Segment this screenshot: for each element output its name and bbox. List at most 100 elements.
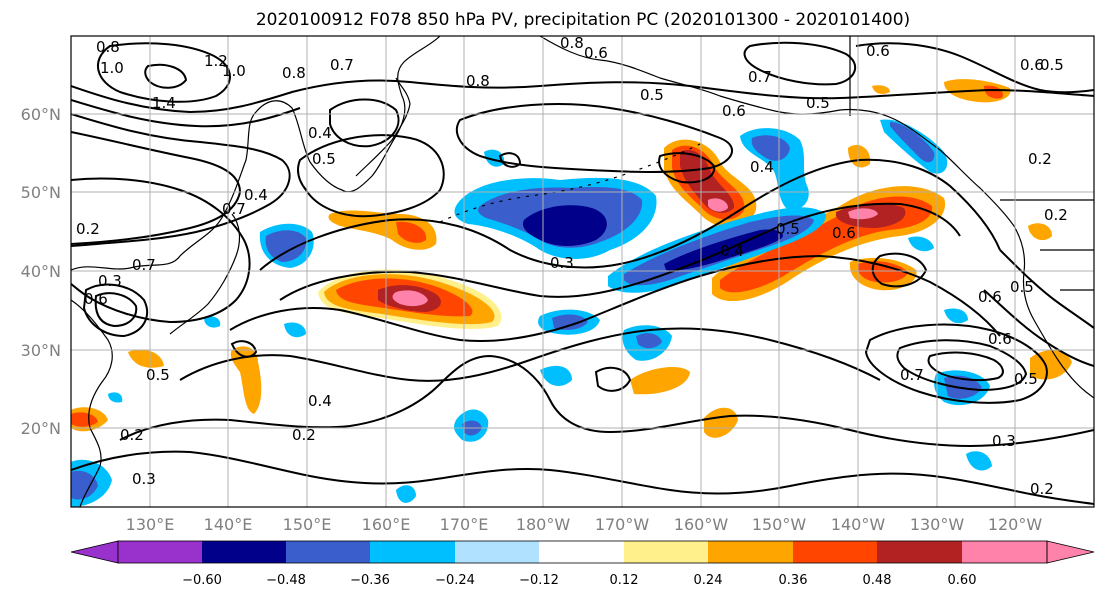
contour-label: 0.3 [992, 432, 1016, 450]
pv-contour-line [999, 249, 1094, 329]
contour-label: 0.5 [1010, 278, 1034, 296]
pv-contour-line [71, 450, 1094, 505]
contour-label: 0.2 [1044, 206, 1068, 224]
precip-positive-region [392, 290, 428, 307]
precip-positive-region [1028, 223, 1052, 241]
coastline-kamchatka [355, 77, 411, 177]
pv-contour-line [71, 177, 251, 324]
latitude-labels: 60°N 50°N 40°N 30°N 20°N [21, 105, 61, 438]
precip-negative-region [540, 365, 572, 386]
pv-contour-line [82, 283, 149, 338]
contour-label: 0.2 [76, 220, 100, 238]
longitude-label: 150°W [752, 515, 807, 534]
colorbar-bin [202, 541, 287, 563]
contour-label: 0.6 [722, 102, 746, 120]
contour-label: 0.6 [988, 330, 1012, 348]
longitude-label: 130°E [126, 515, 175, 534]
pv-contour-line [230, 340, 258, 358]
colorbar-tick-label: 0.24 [694, 573, 723, 588]
pv-contour-line [94, 292, 138, 328]
pv-contour-line [871, 252, 928, 288]
contour-label: 0.2 [292, 426, 316, 444]
longitude-label: 150°E [283, 515, 332, 534]
coastline-korea-china [71, 299, 113, 507]
contour-label: 0.2 [120, 426, 144, 444]
pv-contour-line [259, 158, 1001, 271]
precip-positive-region [848, 144, 871, 168]
colorbar-tick-label: −0.24 [435, 573, 475, 588]
contour-label: 0.5 [640, 86, 664, 104]
coastlines [71, 36, 1094, 507]
contour-label: 0.5 [806, 94, 830, 112]
pv-contour-line [864, 323, 1048, 404]
contour-label: 0.7 [132, 256, 156, 274]
colorbar-tick-label: 0.12 [610, 573, 639, 588]
colorbar-tick-label: 0.48 [863, 573, 892, 588]
precip-positive-region [230, 346, 262, 414]
precip-negative-region [284, 322, 306, 338]
colorbar-bin [455, 541, 540, 563]
colorbar-tick-label: −0.48 [266, 573, 306, 588]
contour-label: 0.6 [1020, 56, 1044, 74]
precip-positive-region [872, 85, 890, 94]
pv-contour-line [498, 152, 522, 168]
map-plot-area: 0.8 1.0 1.2 1.4 1.0 0.8 0.7 0.6 0.4 0.5 … [70, 34, 1095, 508]
pv-contour-line [71, 99, 301, 128]
colorbar-tick-label: 0.36 [779, 573, 808, 588]
contour-label: 0.7 [748, 68, 772, 86]
contour-label: 0.3 [132, 470, 156, 488]
latitude-label-40n: 40°N [21, 262, 61, 281]
precip-negative-region [396, 485, 416, 503]
precip-negative-region [751, 135, 790, 161]
precip-positive-region [630, 366, 690, 395]
contour-label: 0.5 [146, 366, 170, 384]
contour-label: 0.7 [330, 56, 354, 74]
precip-negative-region [908, 236, 934, 252]
colorbar-extend-low [70, 540, 119, 564]
contour-label: 0.5 [312, 150, 336, 168]
colorbar-bin [708, 541, 794, 563]
precip-positive-region [708, 198, 728, 212]
colorbar-extend-high [1046, 540, 1095, 564]
precip-negative-region [265, 230, 307, 262]
contour-label: 0.8 [282, 64, 306, 82]
coastline-north-america [1013, 225, 1094, 399]
colorbar-bin [286, 541, 371, 563]
contour-label: 0.4 [720, 242, 744, 260]
contour-label: 0.4 [308, 124, 332, 142]
pv-contours [71, 41, 1094, 505]
precip-negative-region [890, 122, 935, 163]
longitude-labels: 130°E 140°E 150°E 160°E 170°E 180°W 170°… [126, 515, 1043, 534]
contour-label: 0.3 [550, 254, 574, 272]
country-borders [849, 36, 1094, 291]
contour-label: 0.8 [560, 34, 584, 52]
contour-label: 0.5 [776, 220, 800, 238]
contour-label: 0.3 [98, 272, 122, 290]
precip-negative-region [636, 333, 662, 349]
contour-label: 0.2 [1030, 480, 1054, 498]
contour-label: 0.6 [84, 290, 108, 308]
contour-label: 0.4 [750, 158, 774, 176]
precip-positive-region [857, 261, 908, 283]
precip-negative-region [204, 316, 221, 328]
pv-contour-line [297, 134, 445, 218]
pv-contour-line [229, 254, 1001, 343]
pv-contour-line [97, 42, 231, 103]
colorbar-tick-label: −0.12 [519, 573, 559, 588]
precip-positive-region [396, 221, 427, 243]
pv-contour-line [455, 103, 733, 173]
colorbar-bin [877, 541, 963, 563]
contour-label: 1.0 [222, 62, 246, 80]
precip-positive-region [984, 85, 1003, 99]
pv-contour-line [119, 354, 1094, 448]
contour-label: 1.2 [204, 52, 228, 70]
colorbar-bin [793, 541, 878, 563]
contour-label: 0.4 [308, 392, 332, 410]
precip-negative-region [966, 451, 992, 471]
colorbar-bin [370, 541, 456, 563]
pv-contour-line [329, 98, 400, 148]
contour-label: 0.6 [978, 288, 1002, 306]
contour-label: 0.8 [466, 72, 490, 90]
pv-contour-line [983, 289, 1094, 367]
precip-negative-region [944, 308, 968, 324]
